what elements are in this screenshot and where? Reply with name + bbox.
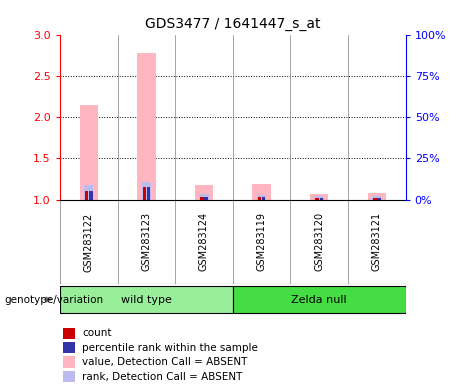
Text: genotype/variation: genotype/variation	[5, 295, 104, 305]
Text: GSM283121: GSM283121	[372, 212, 382, 271]
Bar	[377, 198, 381, 200]
Text: rank, Detection Call = ABSENT: rank, Detection Call = ABSENT	[83, 371, 243, 382]
Text: GSM283124: GSM283124	[199, 212, 209, 271]
Bar	[60, 286, 233, 313]
Bar	[200, 197, 204, 200]
Bar	[315, 198, 319, 200]
Bar	[85, 192, 89, 200]
Bar	[64, 371, 76, 382]
Bar	[233, 286, 406, 313]
Bar	[195, 185, 213, 200]
Bar	[89, 192, 93, 200]
Bar	[64, 356, 76, 368]
Text: percentile rank within the sample: percentile rank within the sample	[83, 343, 258, 353]
Text: value, Detection Call = ABSENT: value, Detection Call = ABSENT	[83, 357, 248, 367]
Bar	[258, 197, 261, 200]
Bar	[257, 195, 266, 200]
Bar	[199, 194, 208, 200]
Text: wild type: wild type	[121, 295, 172, 305]
Bar	[142, 182, 151, 200]
Text: GSM283122: GSM283122	[84, 212, 94, 271]
Bar	[314, 196, 324, 200]
Bar	[84, 185, 93, 200]
Text: GSM283123: GSM283123	[142, 212, 151, 271]
Bar	[319, 198, 323, 200]
Bar	[262, 197, 266, 200]
Bar	[372, 195, 382, 200]
Bar	[142, 187, 146, 200]
Bar	[147, 187, 150, 200]
Bar	[310, 194, 328, 200]
Title: GDS3477 / 1641447_s_at: GDS3477 / 1641447_s_at	[145, 17, 320, 31]
Bar	[64, 342, 76, 353]
Bar	[64, 328, 76, 339]
Text: Zelda null: Zelda null	[291, 295, 347, 305]
Bar	[252, 184, 271, 200]
Text: GSM283119: GSM283119	[257, 212, 266, 271]
Text: count: count	[83, 328, 112, 338]
Text: GSM283120: GSM283120	[314, 212, 324, 271]
Bar	[368, 193, 386, 200]
Bar	[137, 53, 156, 200]
Bar	[373, 198, 377, 200]
Bar	[204, 197, 208, 200]
Bar	[79, 105, 98, 200]
